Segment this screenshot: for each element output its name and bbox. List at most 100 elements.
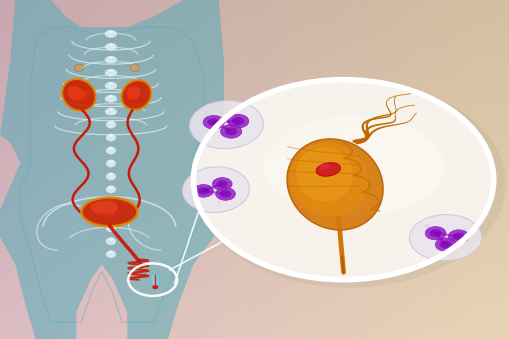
Ellipse shape — [319, 164, 330, 170]
Ellipse shape — [189, 101, 264, 149]
Ellipse shape — [105, 95, 117, 102]
Ellipse shape — [108, 56, 114, 59]
Ellipse shape — [202, 188, 207, 191]
Ellipse shape — [152, 285, 158, 289]
Ellipse shape — [106, 225, 116, 232]
Ellipse shape — [108, 69, 114, 72]
Ellipse shape — [425, 224, 430, 227]
Ellipse shape — [210, 132, 215, 135]
Ellipse shape — [105, 108, 117, 115]
Ellipse shape — [264, 116, 444, 216]
Ellipse shape — [108, 43, 114, 46]
Ellipse shape — [106, 186, 116, 193]
Polygon shape — [0, 0, 224, 339]
Ellipse shape — [218, 198, 223, 201]
Ellipse shape — [108, 238, 114, 240]
Ellipse shape — [106, 160, 116, 167]
Ellipse shape — [425, 226, 446, 240]
Ellipse shape — [128, 92, 135, 99]
Ellipse shape — [205, 113, 210, 116]
Ellipse shape — [106, 251, 116, 258]
Ellipse shape — [91, 201, 118, 214]
Ellipse shape — [78, 91, 87, 100]
Ellipse shape — [108, 225, 114, 227]
Ellipse shape — [216, 187, 236, 200]
Polygon shape — [290, 142, 368, 217]
Ellipse shape — [127, 86, 140, 100]
Ellipse shape — [106, 121, 116, 128]
Ellipse shape — [108, 108, 114, 111]
Ellipse shape — [108, 160, 114, 162]
Ellipse shape — [105, 30, 117, 38]
Ellipse shape — [122, 80, 151, 110]
Ellipse shape — [105, 69, 117, 77]
Ellipse shape — [316, 163, 341, 176]
Ellipse shape — [435, 247, 440, 250]
Ellipse shape — [228, 114, 249, 128]
Ellipse shape — [217, 200, 222, 203]
Ellipse shape — [74, 64, 83, 72]
Ellipse shape — [108, 147, 114, 149]
Ellipse shape — [453, 233, 465, 240]
Ellipse shape — [108, 82, 114, 85]
Ellipse shape — [62, 79, 96, 111]
Polygon shape — [296, 147, 353, 201]
Ellipse shape — [428, 236, 433, 239]
Ellipse shape — [108, 212, 114, 214]
Ellipse shape — [81, 197, 137, 226]
Ellipse shape — [108, 134, 114, 137]
Ellipse shape — [108, 121, 114, 124]
Ellipse shape — [218, 197, 223, 200]
Ellipse shape — [206, 188, 211, 190]
Ellipse shape — [211, 194, 216, 197]
Ellipse shape — [234, 120, 239, 123]
Ellipse shape — [220, 190, 232, 198]
Ellipse shape — [108, 30, 114, 33]
Ellipse shape — [203, 115, 224, 129]
Ellipse shape — [205, 192, 210, 195]
Ellipse shape — [435, 236, 440, 239]
Ellipse shape — [182, 167, 249, 213]
Ellipse shape — [106, 212, 116, 219]
Ellipse shape — [212, 178, 232, 190]
Ellipse shape — [106, 134, 116, 141]
Ellipse shape — [108, 95, 114, 98]
Ellipse shape — [68, 86, 83, 101]
Ellipse shape — [212, 181, 217, 183]
Ellipse shape — [151, 273, 160, 286]
Ellipse shape — [216, 180, 228, 187]
Ellipse shape — [106, 147, 116, 154]
Ellipse shape — [430, 230, 442, 237]
Ellipse shape — [108, 173, 114, 176]
Ellipse shape — [198, 187, 209, 195]
Ellipse shape — [424, 225, 429, 228]
Ellipse shape — [108, 199, 114, 201]
Ellipse shape — [451, 238, 456, 241]
Ellipse shape — [106, 173, 116, 180]
Ellipse shape — [108, 186, 114, 188]
Ellipse shape — [106, 238, 116, 245]
Ellipse shape — [409, 215, 482, 261]
Ellipse shape — [440, 241, 452, 248]
Ellipse shape — [105, 56, 117, 63]
Ellipse shape — [218, 111, 224, 113]
Ellipse shape — [433, 232, 438, 235]
Ellipse shape — [220, 124, 242, 138]
Ellipse shape — [462, 228, 468, 231]
Ellipse shape — [130, 64, 139, 72]
Ellipse shape — [108, 251, 114, 253]
Ellipse shape — [193, 184, 213, 197]
Ellipse shape — [192, 79, 495, 281]
Ellipse shape — [203, 110, 209, 113]
Ellipse shape — [106, 199, 116, 206]
Ellipse shape — [193, 80, 506, 288]
Ellipse shape — [209, 133, 214, 136]
Ellipse shape — [105, 82, 117, 89]
Ellipse shape — [232, 117, 244, 125]
Ellipse shape — [105, 43, 117, 51]
Ellipse shape — [435, 238, 456, 251]
Ellipse shape — [208, 118, 220, 126]
Ellipse shape — [448, 230, 469, 243]
Ellipse shape — [238, 132, 243, 134]
Ellipse shape — [225, 127, 237, 135]
